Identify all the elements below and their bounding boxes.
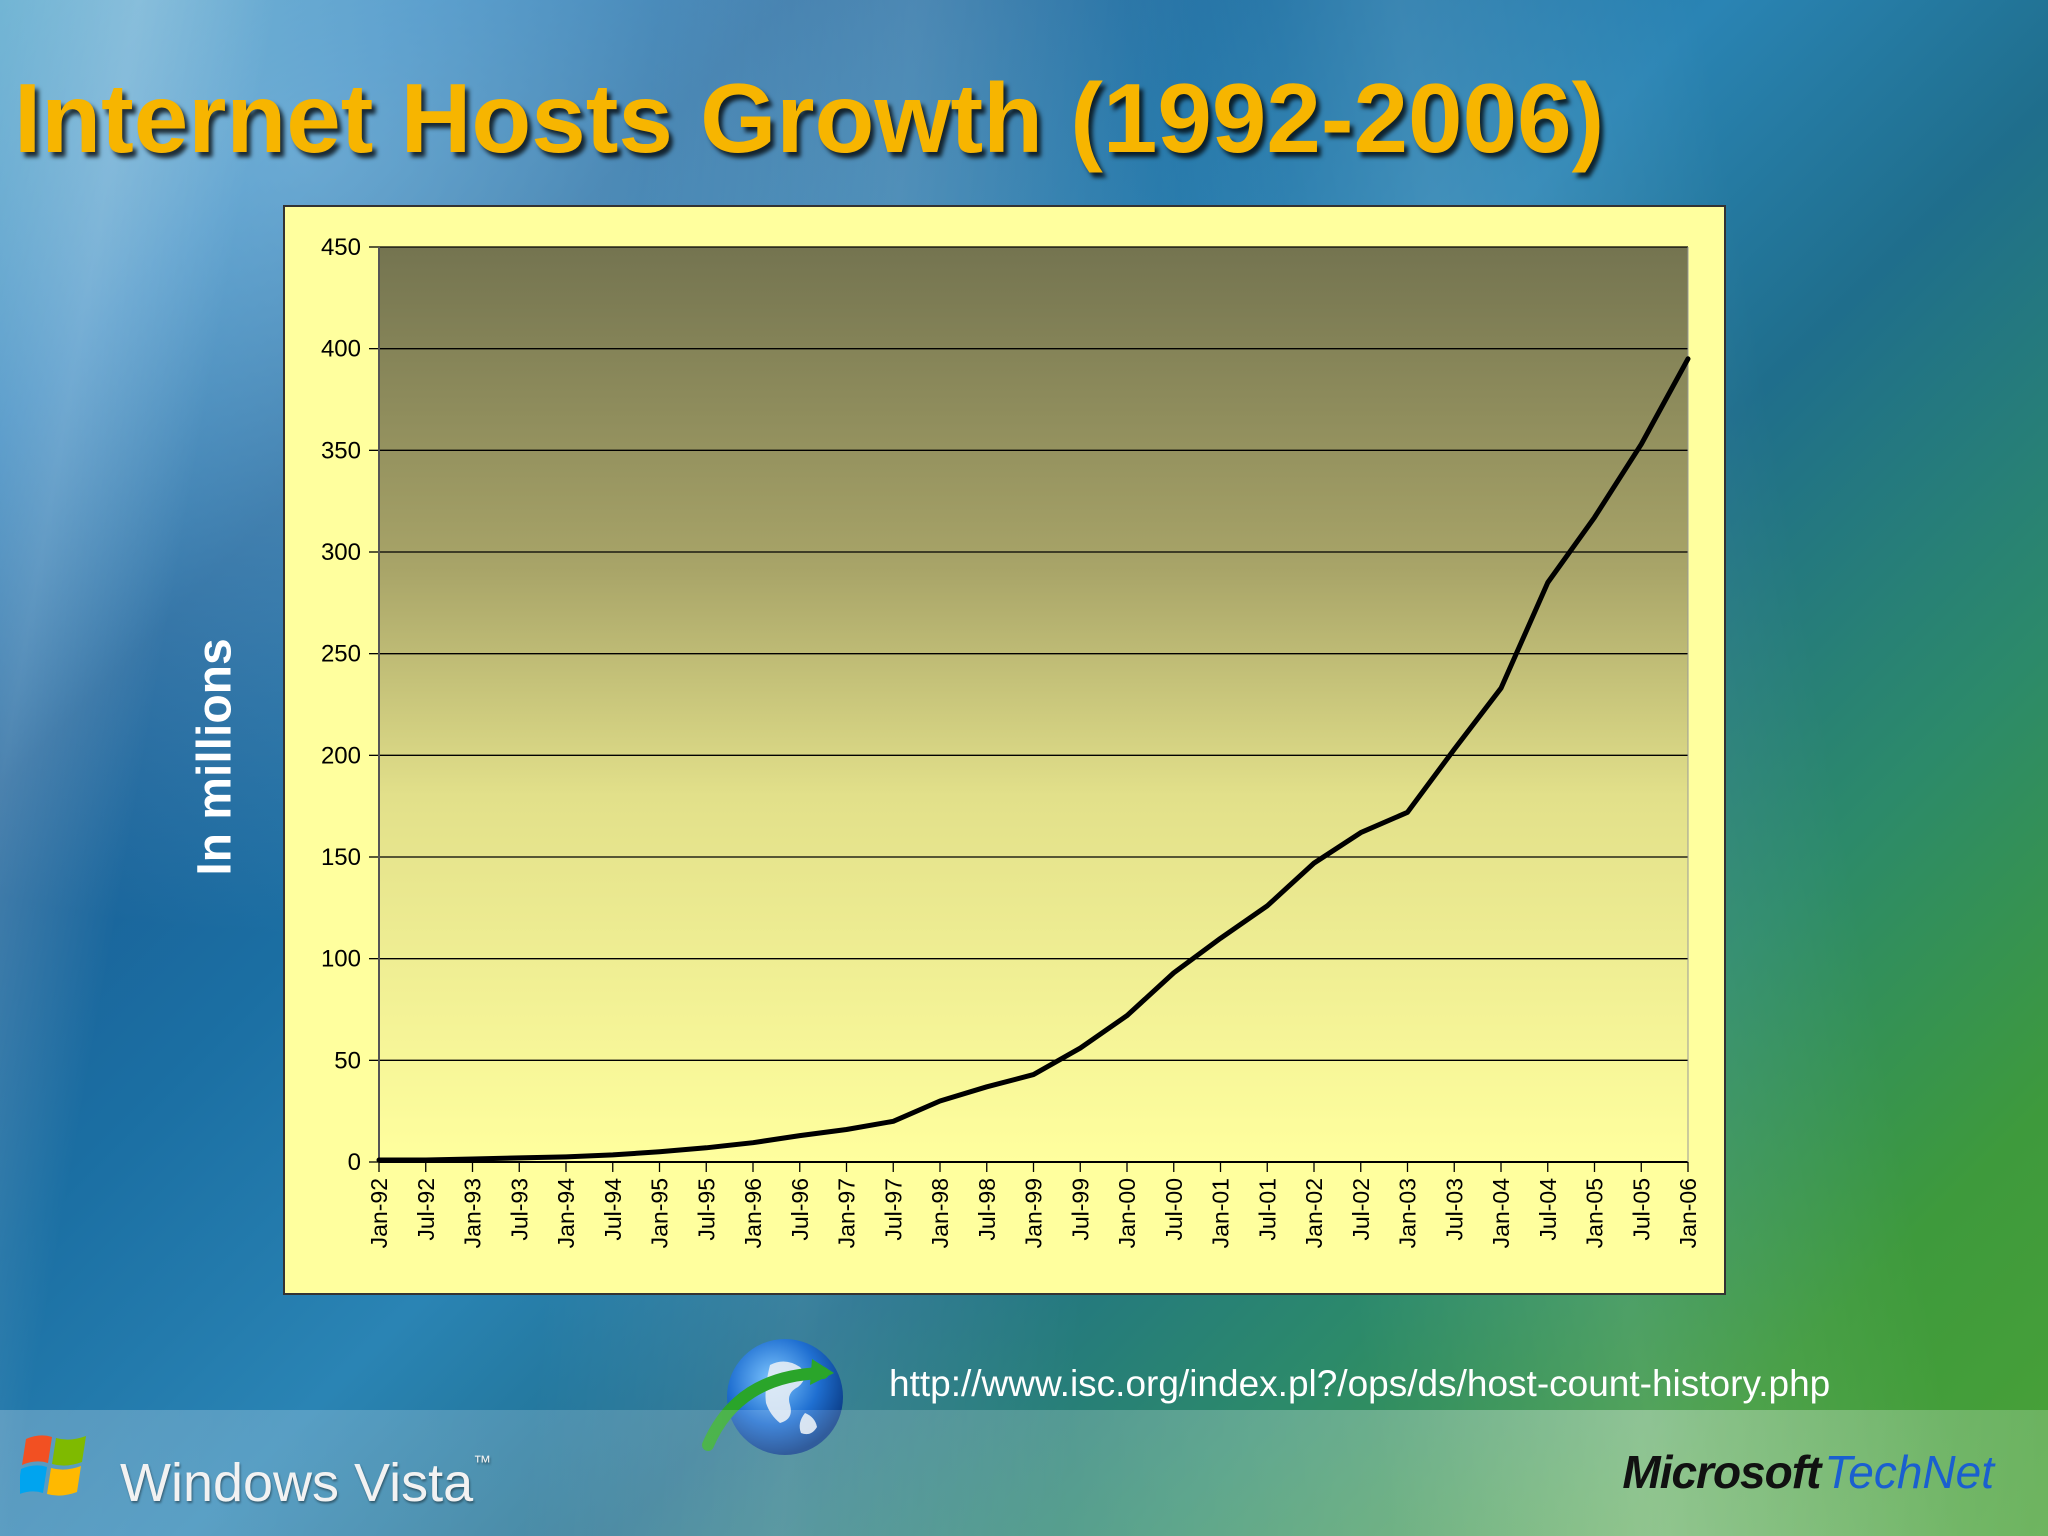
windows-vista-brand: Windows Vista™ (120, 1452, 492, 1513)
x-tick-label: Jan-02 (1301, 1178, 1327, 1248)
x-tick-label: Jul-00 (1161, 1178, 1187, 1241)
x-tick-label: Jan-92 (366, 1178, 392, 1248)
x-tick-label: Jan-03 (1395, 1178, 1421, 1248)
x-tick-label: Jul-95 (693, 1178, 719, 1241)
x-tick-label: Jul-94 (600, 1178, 626, 1241)
x-tick-label: Jul-93 (506, 1178, 532, 1241)
x-tick-label: Jan-97 (834, 1178, 860, 1248)
x-tick-label: Jul-01 (1254, 1178, 1280, 1241)
x-tick-label: Jul-98 (974, 1178, 1000, 1241)
x-tick-label: Jan-06 (1675, 1178, 1701, 1248)
x-tick-label: Jan-96 (740, 1178, 766, 1248)
x-tick-label: Jan-93 (460, 1178, 486, 1248)
y-tick-label: 100 (321, 946, 361, 973)
chart-container: 0 50 100 150 200 250 300 350 400 450 Jan-92 Jul-92 J… (283, 205, 1726, 1295)
x-tick-label: Jul-05 (1628, 1178, 1654, 1241)
x-tick-label: Jan-04 (1488, 1178, 1514, 1249)
x-tick-label: Jan-99 (1021, 1178, 1047, 1248)
series-line (376, 356, 1691, 1163)
plot-area (379, 247, 1688, 1162)
x-tick-label: Jan-01 (1208, 1178, 1234, 1248)
x-tick-label: Jul-99 (1067, 1178, 1093, 1241)
y-tick-label: 300 (321, 539, 361, 566)
y-tick-label: 150 (321, 844, 361, 871)
x-tick-label: Jan-98 (927, 1178, 953, 1248)
microsoft-wordmark: Microsoft (1622, 1446, 1821, 1498)
x-tick-label: Jan-05 (1582, 1178, 1608, 1248)
x-tick-label: Jul-96 (787, 1178, 813, 1241)
footer-bar (0, 1410, 2048, 1536)
x-tick-label: Jul-02 (1348, 1178, 1374, 1241)
windows-flag-icon (17, 1425, 90, 1505)
y-tick-label: 0 (348, 1149, 361, 1176)
x-tick-label: Jul-04 (1535, 1178, 1561, 1241)
x-tick-label: Jul-92 (413, 1178, 439, 1241)
x-tick-label: Jan-00 (1114, 1178, 1140, 1248)
y-axis-title: In millions (188, 638, 242, 876)
y-tick-label: 50 (334, 1047, 361, 1074)
x-tick-label: Jan-95 (647, 1178, 673, 1248)
globe-with-arrow-icon (700, 1335, 850, 1465)
y-tick-label: 250 (321, 641, 361, 668)
microsoft-technet-brand: MicrosoftTechNet (1622, 1445, 1994, 1499)
x-tick-label: Jul-97 (880, 1178, 906, 1241)
y-tick-label: 200 (321, 742, 361, 769)
x-tick-label: Jul-03 (1441, 1178, 1467, 1241)
x-tick-label: Jan-94 (553, 1178, 579, 1249)
y-tick-label: 400 (321, 336, 361, 363)
slide-title: Internet Hosts Growth (1992-2006) (14, 63, 1605, 173)
technet-wordmark: TechNet (1824, 1446, 1994, 1498)
y-tick-label: 450 (321, 234, 361, 261)
y-tick-label: 350 (321, 437, 361, 464)
source-url-link[interactable]: http://www.isc.org/index.pl?/ops/ds/host… (889, 1363, 1831, 1404)
line-chart: 0 50 100 150 200 250 300 350 400 450 Jan-92 Jul-92 J… (321, 234, 1701, 1249)
